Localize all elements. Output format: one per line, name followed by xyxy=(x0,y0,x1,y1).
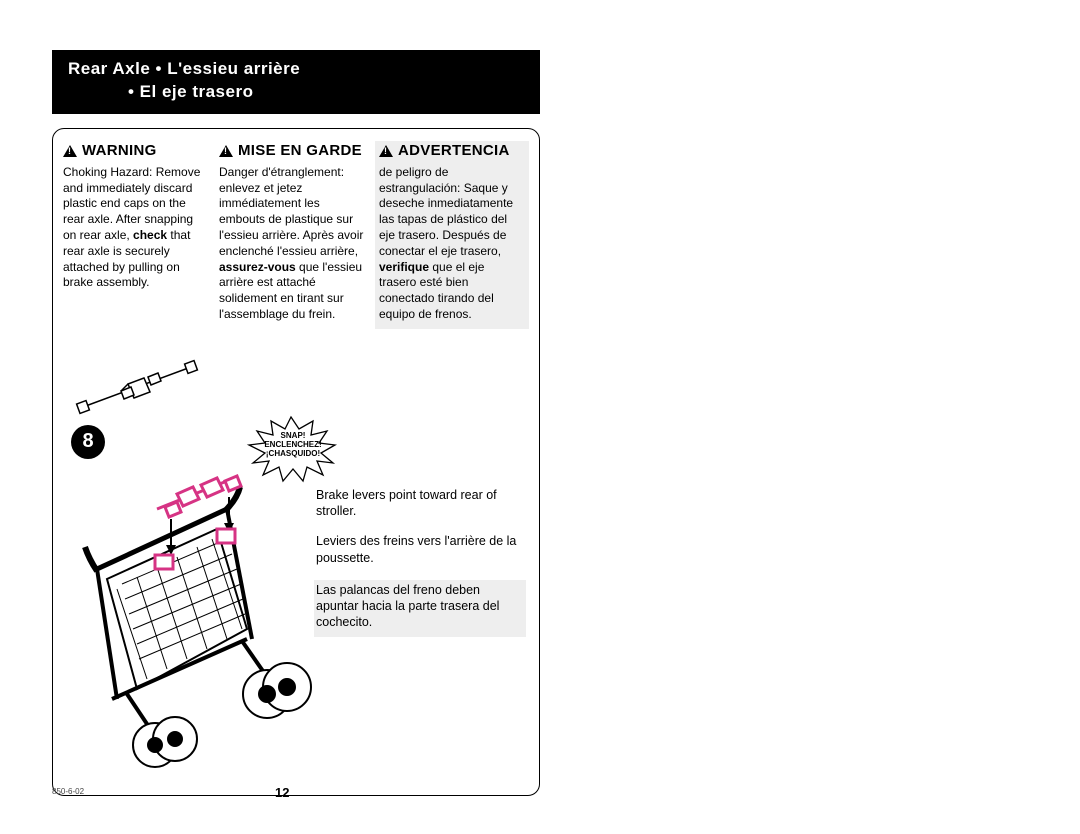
section-title-bar: Rear Axle • L'essieu arrière • El eje tr… xyxy=(52,50,540,114)
warning-triangle-icon xyxy=(379,145,393,157)
document-code: 850-6-02 xyxy=(52,787,84,796)
title-line-1: Rear Axle • L'essieu arrière xyxy=(68,58,524,81)
warning-es: ADVERTENCIA de peligro de estrangulación… xyxy=(375,141,529,329)
manual-page: Rear Axle • L'essieu arrière • El eje tr… xyxy=(52,50,540,796)
warning-en: WARNING Choking Hazard: Remove and immed… xyxy=(63,141,209,329)
warning-triangle-icon xyxy=(219,145,233,157)
warning-es-body: de peligro de estrangulación: Saque y de… xyxy=(379,165,525,323)
axle-part-illustration xyxy=(73,359,213,419)
warning-fr-body: Danger d'étranglement: enlevez et jetez … xyxy=(219,165,365,323)
snap-label: SNAP! ENCLENCHEZ! ¡CHASQUIDO! xyxy=(257,431,329,459)
title-line-2: • El eje trasero xyxy=(68,81,524,104)
warning-fr: MISE EN GARDE Danger d'étranglement: enl… xyxy=(219,141,365,329)
warning-fr-heading: MISE EN GARDE xyxy=(219,141,365,161)
warning-triangle-icon xyxy=(63,145,77,157)
diagram-captions: Brake levers point toward rear of stroll… xyxy=(316,487,526,651)
caption-en: Brake levers point toward rear of stroll… xyxy=(316,487,526,520)
warning-es-heading: ADVERTENCIA xyxy=(379,141,525,161)
content-panel: WARNING Choking Hazard: Remove and immed… xyxy=(52,128,540,796)
caption-es: Las palancas del freno deben apuntar hac… xyxy=(314,580,526,637)
warning-en-body: Choking Hazard: Remove and immediately d… xyxy=(63,165,209,292)
page-number: 12 xyxy=(275,785,289,800)
warning-columns: WARNING Choking Hazard: Remove and immed… xyxy=(63,141,529,329)
step-number-badge: 8 xyxy=(71,425,105,459)
warning-en-heading: WARNING xyxy=(63,141,209,161)
stroller-diagram xyxy=(67,469,347,769)
caption-fr: Leviers des freins vers l'arrière de la … xyxy=(316,533,526,566)
